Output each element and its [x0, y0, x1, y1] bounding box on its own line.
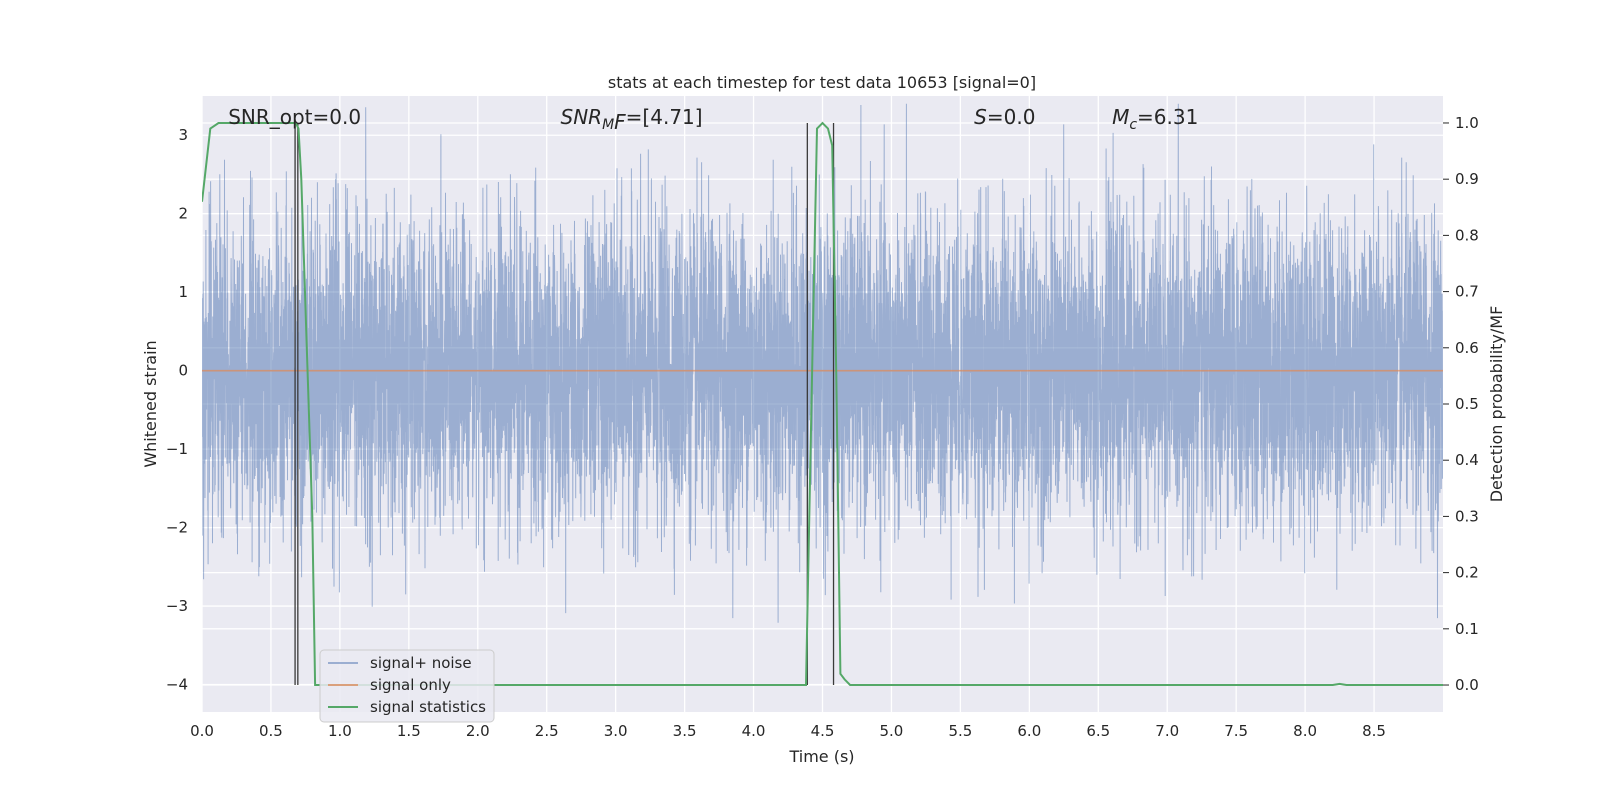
x-tick-label: 6.5	[1086, 722, 1110, 740]
x-tick-label: 7.0	[1155, 722, 1179, 740]
y-tick-label: −1	[166, 440, 188, 458]
y2-tick-label: 1.0	[1455, 114, 1479, 132]
x-tick-label: 1.5	[397, 722, 421, 740]
x-tick-label: 3.0	[604, 722, 628, 740]
annotation-0: SNR_opt=0.0	[228, 105, 361, 129]
y2-tick-label: 0.2	[1455, 564, 1479, 582]
x-tick-label: 6.0	[1017, 722, 1041, 740]
x-tick-label: 8.5	[1362, 722, 1386, 740]
x-tick-label: 5.0	[880, 722, 904, 740]
legend: signal+ noise signal only signal statist…	[319, 649, 495, 723]
series-layer	[202, 103, 1443, 686]
annotation-2: S=0.0	[974, 105, 1035, 129]
y2-axis-label: Detection probability/MF	[1487, 306, 1506, 503]
legend-label-noise: signal+ noise	[370, 654, 472, 672]
annotations: SNR_opt=0.0 SNRMF=[4.71] S=0.0 Mc=6.31	[228, 105, 1198, 134]
x-tick-label: 0.5	[259, 722, 283, 740]
y-axis-label: Whitened strain	[141, 340, 160, 467]
legend-label-statistics: signal statistics	[370, 698, 486, 716]
annotation-1: SNRMF=[4.71]	[561, 105, 703, 134]
y-tick-label: 3	[178, 126, 188, 144]
x-axis-label: Time (s)	[788, 747, 854, 766]
x-tick-label: 8.0	[1293, 722, 1317, 740]
x-tick-label: 0.0	[190, 722, 214, 740]
x-tick-label: 3.5	[673, 722, 697, 740]
ticks: 0.0 0.5 1.0 1.5 2.0 2.5 3.0 3.5 4.0 4.5 5.0 5.5 6.0 6…	[166, 114, 1479, 740]
y2-tick-label: 0.9	[1455, 170, 1479, 188]
y-tick-label: 1	[178, 283, 188, 301]
y-tick-label: −4	[166, 676, 188, 694]
y2-tick-label: 0.4	[1455, 451, 1479, 469]
y-tick-label: 2	[178, 205, 188, 223]
y2-tick-label: 0.5	[1455, 395, 1479, 413]
x-tick-label: 4.0	[742, 722, 766, 740]
chart-title: stats at each timestep for test data 106…	[608, 73, 1036, 92]
x-tick-label: 5.5	[948, 722, 972, 740]
y2-tick-label: 0.0	[1455, 676, 1479, 694]
x-tick-label: 1.0	[328, 722, 352, 740]
series-line-signal-statistics	[202, 121, 1443, 686]
y2-tick-label: 0.3	[1455, 507, 1479, 525]
y2-tick-label: 0.6	[1455, 339, 1479, 357]
y-tick-label: 0	[178, 362, 188, 380]
series-line-signal-noise	[202, 103, 1443, 623]
x-tick-label: 7.5	[1224, 722, 1248, 740]
y-tick-label: −2	[166, 519, 188, 537]
legend-box	[319, 649, 495, 723]
y2-tick-label: 0.8	[1455, 226, 1479, 244]
y-tick-label: −3	[166, 597, 188, 615]
x-tick-label: 4.5	[811, 722, 835, 740]
annotation-3: Mc=6.31	[1112, 105, 1198, 133]
y2-tick-label: 0.7	[1455, 283, 1479, 301]
x-tick-label: 2.5	[535, 722, 559, 740]
legend-label-signal: signal only	[370, 676, 451, 694]
x-tick-label: 2.0	[466, 722, 490, 740]
y2-tick-label: 0.1	[1455, 620, 1479, 638]
